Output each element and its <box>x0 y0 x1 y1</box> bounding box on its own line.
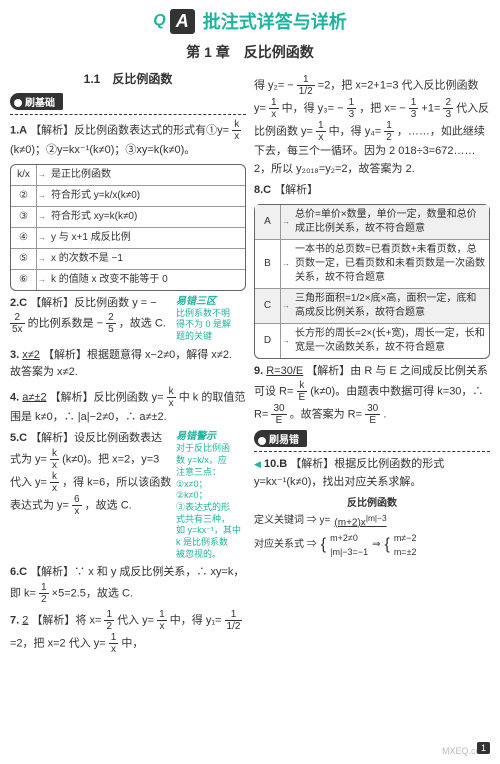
brace-row: 定义关键词 ⇒ y= (m+2)x|m|−3 <box>254 512 490 531</box>
header: Q A 批注式详答与详析 <box>10 8 490 34</box>
table-row: k/x → 是正比例函数 <box>11 165 245 186</box>
item-3: 3. x≠2 【解析】根据题意得 x−2≠0，解得 x≠2. 故答案为 x≠2. <box>10 347 246 382</box>
left-column: 1.1 反比例函数 刷基础 1.A 【解析】反比例函数表达式的形式有①y= k … <box>10 70 246 659</box>
brace-diagram: 反比例函数 定义关键词 ⇒ y= (m+2)x|m|−3 对应关系式 ⇒ { m… <box>254 496 490 560</box>
item-7: 7. 2 【解析】将 x= 12 代入 y= 1x 中，得 y₁= 11/2 =… <box>10 609 246 655</box>
item-8: 8.C 【解析】 <box>254 182 490 200</box>
header-title: 批注式详答与详析 <box>203 8 347 34</box>
teal-note-5: 易错警示 对于反比例函 数 y=k/x，应 注意三点： ①x≠0； ②k≠0； … <box>176 430 246 560</box>
item-1: 1.A 【解析】反比例函数表达式的形式有①y= k x (k≠0)；②y=kx⁻… <box>10 119 246 160</box>
table-row: B → 一本书的总页数=已看页数+未看页数，总页数一定，已看页数和未看页数是一次… <box>255 240 489 289</box>
teal-note-2: 易错三区 比例系数不明 得不为 0 是解 题的关键 <box>176 295 246 343</box>
item-6: 6.C 【解析】∵ x 和 y 成反比例关系，∴ xy=k，即 k= 12 ×5… <box>10 564 246 605</box>
item-2: 易错三区 比例系数不明 得不为 0 是解 题的关键 2.C 【解析】反比例函数 … <box>10 295 246 343</box>
divider <box>254 451 490 452</box>
table-row: D → 长方形的周长=2×(长+宽)，周长一定，长和宽是一次函数关系，故不符合题… <box>255 324 489 358</box>
chapter-title: 第 1 章 反比例函数 <box>10 42 490 62</box>
options-table: k/x → 是正比例函数 ② → 符合形式 y=k/x(k≠0) ③ → 符合形… <box>10 164 246 291</box>
q8-table: A → 总价=单价×数量，单价一定，数量和总价成正比例关系，故不符合题意 B →… <box>254 204 490 359</box>
table-row: ② → 符合形式 y=k/x(k≠0) <box>11 186 245 207</box>
table-row: ⑤ → x 的次数不是 −1 <box>11 249 245 270</box>
text: (k≠0)；②y=kx⁻¹(k≠0)；③xy=k(k≠0)。 <box>10 144 195 156</box>
section-title: 1.1 反比例函数 <box>10 70 246 87</box>
table-row: A → 总价=单价×数量，单价一定，数量和总价成正比例关系，故不符合题意 <box>255 205 489 240</box>
page: Q A 批注式详答与详析 第 1 章 反比例函数 1.1 反比例函数 刷基础 1… <box>0 0 500 667</box>
table-row: ④ → y 与 x+1 成反比例 <box>11 228 245 249</box>
fraction: k x <box>232 119 241 142</box>
a-icon: A <box>170 9 195 34</box>
q-icon: Q <box>153 12 165 30</box>
brace-row: 对应关系式 ⇒ { m+2≠0 |m|−3=−1 ⇒ { m≠−2 m=±2 <box>254 531 490 560</box>
divider <box>10 114 246 115</box>
arrow-icon: ◀ <box>254 459 261 469</box>
right-column: 得 y₂= − 11/2 =2，把 x=2+1=3 代入反比例函数 y= 1x … <box>254 70 490 659</box>
item-9: 9. R=30/E 【解析】由 R 与 E 之间成反比例关系可设 R= kE (… <box>254 363 490 427</box>
item-5: 易错警示 对于反比例函 数 y=k/x，应 注意三点： ①x≠0； ②k≠0； … <box>10 430 246 560</box>
table-row: ⑥ → k 的值随 x 改变不能等于 0 <box>11 270 245 290</box>
page-number: 1 <box>477 742 490 754</box>
tag-shuajichu: 刷基础 <box>10 93 63 110</box>
item-10: ◀ 10.B 【解析】根据反比例函数的形式 y=kx⁻¹(k≠0)，找出对应关系… <box>254 456 490 491</box>
columns: 1.1 反比例函数 刷基础 1.A 【解析】反比例函数表达式的形式有①y= k … <box>10 70 490 659</box>
table-row: ③ → 符合形式 xy=k(k≠0) <box>11 207 245 228</box>
table-row: C → 三角形面积=1/2×底×高，面积一定，底和高成反比例关系，故符合题意 <box>255 289 489 324</box>
header-badge: Q A 批注式详答与详析 <box>153 8 346 34</box>
text: 【解析】反比例函数表达式的形式有①y= <box>30 124 229 136</box>
item-label: 1.A <box>10 124 27 136</box>
item-7-cont: 得 y₂= − 11/2 =2，把 x=2+1=3 代入反比例函数 y= 1x … <box>254 74 490 178</box>
tag-shuayicuo: 刷易错 <box>254 430 307 447</box>
item-4: 4. a≠±2 【解析】反比例函数 y= kx 中 k 的取值范围是 k≠0，∴… <box>10 386 246 427</box>
